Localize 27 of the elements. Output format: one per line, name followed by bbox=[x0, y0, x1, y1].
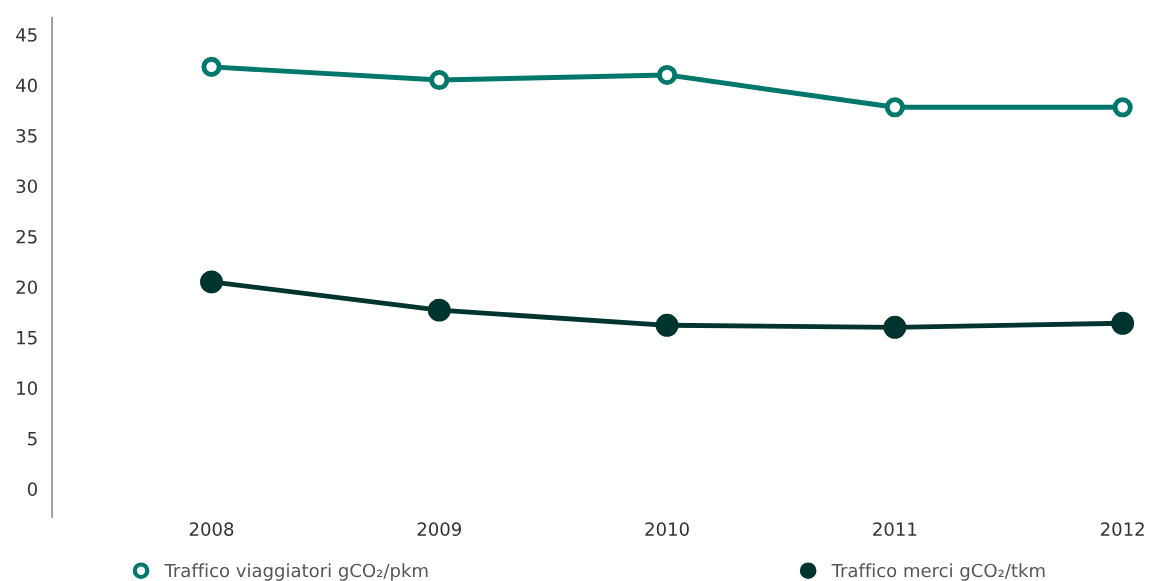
point bbox=[200, 270, 223, 294]
x-tick-label: 2009 bbox=[417, 522, 461, 536]
y-tick-label: 25 bbox=[16, 229, 37, 244]
x-tick-label: 2008 bbox=[189, 522, 234, 536]
point bbox=[1111, 311, 1135, 335]
y-tick-label: 15 bbox=[17, 331, 37, 345]
x-tick-label: 2010 bbox=[645, 522, 689, 536]
point bbox=[657, 64, 678, 86]
point bbox=[429, 69, 450, 91]
point bbox=[201, 56, 222, 77]
y-tick-label: 5 bbox=[28, 432, 37, 446]
point bbox=[427, 298, 451, 322]
point bbox=[1112, 97, 1133, 118]
y-tick-label: 30 bbox=[16, 179, 37, 194]
y-tick-label: 40 bbox=[16, 78, 37, 93]
y-tick-label: 20 bbox=[16, 280, 37, 295]
y-tick-label: 10 bbox=[17, 381, 37, 395]
x-tick-label: 2011 bbox=[873, 522, 917, 536]
x-tick-label: 2012 bbox=[1101, 522, 1144, 536]
y-tick-label: 35 bbox=[16, 128, 37, 143]
point bbox=[655, 313, 679, 337]
legend-label: Traffico viaggiatori gCO₂/pkm bbox=[164, 563, 428, 581]
legend-label: Traffico merci gCO₂/tkm bbox=[831, 563, 1045, 581]
point bbox=[883, 315, 907, 339]
y-tick-label: 45 bbox=[16, 28, 37, 42]
point bbox=[884, 97, 905, 118]
y-tick-label: 0 bbox=[27, 482, 37, 496]
